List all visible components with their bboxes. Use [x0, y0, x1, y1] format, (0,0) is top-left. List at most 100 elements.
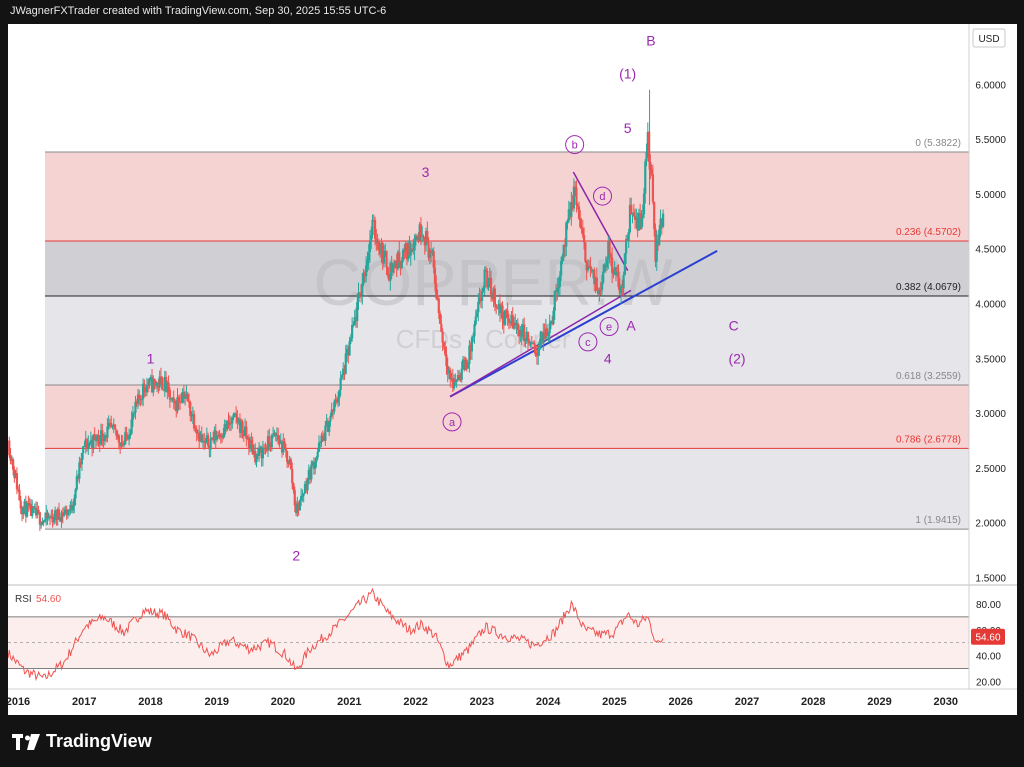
candle-body [565, 222, 568, 247]
candle-body [57, 509, 61, 517]
candle-body [142, 383, 145, 400]
candle-body [180, 401, 183, 403]
candle-body [529, 342, 532, 344]
candle-body [594, 277, 597, 285]
candle-body [543, 332, 546, 339]
candle-body [284, 447, 287, 452]
candle-body [645, 151, 648, 162]
candle-body [636, 217, 639, 231]
candle-body [311, 461, 314, 465]
candle-body [591, 269, 595, 272]
candle-body [532, 342, 535, 344]
wave-label-2: 2 [292, 548, 300, 564]
candle-body [524, 339, 527, 342]
candle-body [339, 377, 342, 391]
candle-body [126, 435, 129, 440]
candle-body [372, 219, 375, 221]
chart-frame[interactable]: COPPER!W CFDs · Copper 0 (5.3822) 0.236 (… [8, 24, 1017, 715]
trendline-wave-b-d[interactable] [572, 171, 629, 271]
candle-body [349, 338, 352, 342]
candle-body [52, 519, 55, 523]
candle-body [633, 216, 637, 220]
trendline-support[interactable] [449, 250, 718, 398]
price-tick-label: 2.5000 [975, 464, 1006, 475]
candle-body [170, 398, 173, 400]
candle-body [408, 242, 411, 256]
candle-body [13, 469, 16, 478]
candle-body [294, 505, 298, 514]
candle-body [15, 473, 19, 490]
candle-body [254, 450, 257, 463]
candle-body [249, 439, 252, 449]
wave-label-3: 3 [422, 164, 430, 180]
candle-body [331, 409, 335, 412]
time-tick-label: 2022 [403, 696, 427, 708]
candle-body [166, 382, 169, 393]
price-chart[interactable]: COPPER!W CFDs · Copper 0 (5.3822)0.236 (… [8, 24, 1017, 715]
candle-body [351, 324, 354, 339]
time-tick-label: 2021 [337, 696, 361, 708]
candle-body [630, 204, 633, 215]
wave-label-1: 1 [147, 350, 155, 366]
candle-body [177, 397, 180, 402]
candle-body [329, 415, 332, 422]
candle-body [344, 353, 347, 374]
candle-body [43, 519, 47, 522]
candle-body [89, 440, 92, 444]
candle-body [582, 235, 586, 243]
candle-body [656, 239, 660, 245]
candle-body [463, 359, 466, 371]
candle-body [489, 277, 493, 295]
candle-body [291, 468, 294, 484]
candle-body [359, 293, 363, 296]
candle-body [402, 249, 405, 261]
wave-label-d-circle [592, 186, 612, 206]
candle-body [377, 240, 380, 251]
candle-body [150, 376, 154, 393]
candle-body [512, 322, 516, 329]
candle-body [214, 430, 217, 440]
candle-body [101, 430, 104, 440]
candle-body [363, 272, 366, 277]
wave-label-2: (2) [728, 350, 745, 366]
candle-body [430, 250, 433, 253]
candle-body [356, 302, 359, 322]
tradingview-logo-icon [12, 733, 40, 750]
candle-body [500, 305, 503, 314]
candle-body [82, 446, 85, 453]
candle-body [576, 204, 579, 207]
wave-label-a-circle [442, 412, 462, 432]
candle-body [370, 234, 373, 241]
candle-body [8, 440, 11, 456]
candle-body [553, 290, 556, 311]
candle-body [472, 336, 475, 338]
candle-body [14, 473, 17, 478]
candle-body [265, 448, 268, 451]
candle-body [651, 174, 655, 202]
currency-badge[interactable] [972, 28, 1006, 48]
candle-body [496, 307, 499, 309]
candle-body [279, 441, 282, 444]
candle-body [622, 275, 625, 289]
candle-body [29, 503, 33, 516]
candle-body [538, 345, 541, 348]
candle-body [102, 439, 105, 441]
candle-body [31, 506, 34, 516]
candle-body [387, 275, 391, 281]
candle-body [528, 341, 531, 344]
candle-body [514, 322, 517, 326]
candle-body [373, 220, 377, 239]
candle-body [61, 512, 64, 516]
candle-body [483, 269, 486, 288]
candle-body [282, 441, 285, 453]
candle-body [84, 439, 87, 447]
candle-body [547, 333, 550, 336]
candle-body [56, 509, 59, 520]
candle-body [164, 377, 168, 393]
candle-body [347, 348, 350, 356]
candle-body [436, 298, 439, 300]
candle-body [567, 209, 570, 221]
candle-body [23, 501, 26, 508]
candle-body [595, 277, 598, 291]
wave-label-5: 5 [624, 120, 632, 136]
